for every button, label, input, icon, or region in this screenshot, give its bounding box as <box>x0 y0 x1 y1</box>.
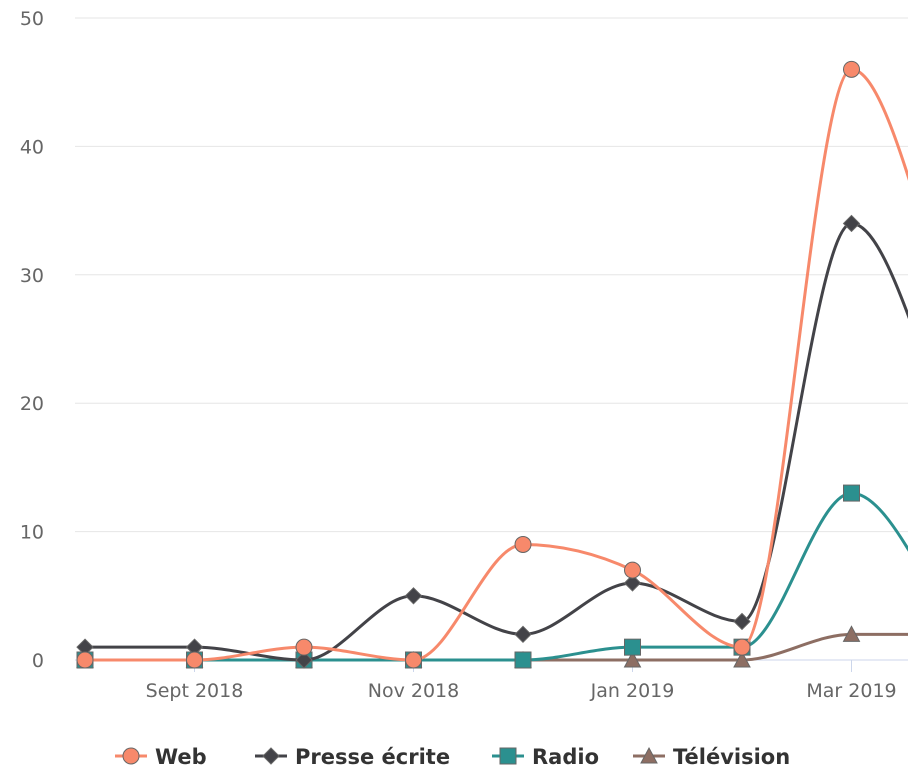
data-point-presse-ecrite[interactable] <box>842 214 861 233</box>
legend-label: Presse écrite <box>295 745 450 769</box>
data-point-presse-ecrite[interactable] <box>733 612 751 631</box>
series-presse-ecrite <box>76 214 908 669</box>
legend-item-web[interactable]: Web <box>115 745 207 769</box>
series-layer <box>76 60 908 669</box>
y-tick-label: 0 <box>32 650 44 672</box>
series-radio <box>76 484 908 669</box>
y-tick-label: 40 <box>20 136 44 158</box>
legend-item-television[interactable]: Télévision <box>633 745 790 769</box>
legend-label: Web <box>155 745 207 769</box>
data-point-web[interactable] <box>76 651 94 669</box>
x-tick-label: Sept 2018 <box>146 680 244 702</box>
data-point-web[interactable] <box>295 638 313 656</box>
data-point-television[interactable] <box>842 625 861 642</box>
data-point-radio[interactable] <box>514 651 532 669</box>
legend-item-presse-ecrite[interactable]: Presse écrite <box>255 745 450 769</box>
legend-label: Radio <box>532 745 599 769</box>
series-line-radio <box>83 491 908 662</box>
y-tick-label: 30 <box>20 265 44 287</box>
y-tick-label: 10 <box>20 522 44 544</box>
legend-symbol-web[interactable] <box>122 747 140 765</box>
legend[interactable]: Web Presse écrite Radio Télévision <box>115 745 790 769</box>
data-point-radio[interactable] <box>624 638 641 656</box>
data-point-web[interactable] <box>843 60 860 78</box>
data-point-web[interactable] <box>514 535 532 553</box>
data-point-presse-ecrite[interactable] <box>404 587 423 605</box>
y-tick-label: 50 <box>20 8 44 30</box>
data-point-television[interactable] <box>733 650 751 668</box>
data-point-presse-ecrite[interactable] <box>295 651 313 669</box>
series-web <box>76 60 908 669</box>
legend-symbol-presse-ecrite[interactable] <box>262 747 280 765</box>
x-tick-label: Nov 2018 <box>368 680 459 702</box>
data-point-web[interactable] <box>186 651 203 669</box>
grid-lines <box>75 17 908 533</box>
series-line-web <box>83 67 908 662</box>
data-point-presse-ecrite[interactable] <box>514 625 532 644</box>
data-point-radio[interactable] <box>843 484 860 502</box>
data-point-web[interactable] <box>733 638 751 656</box>
y-tick-label: 20 <box>20 393 44 415</box>
legend-label: Télévision <box>673 745 790 769</box>
legend-symbol-television[interactable] <box>640 746 658 764</box>
x-tick-label: Mar 2019 <box>806 680 896 702</box>
y-axis: 0 10 20 30 40 50 <box>20 8 44 672</box>
legend-symbol-radio[interactable] <box>499 747 517 765</box>
x-tick-label: Jan 2019 <box>590 680 675 702</box>
data-point-web[interactable] <box>624 561 641 579</box>
data-point-television[interactable] <box>623 650 642 668</box>
data-point-presse-ecrite[interactable] <box>623 574 642 592</box>
data-point-web[interactable] <box>405 651 422 669</box>
legend-item-radio[interactable]: Radio <box>492 745 599 769</box>
